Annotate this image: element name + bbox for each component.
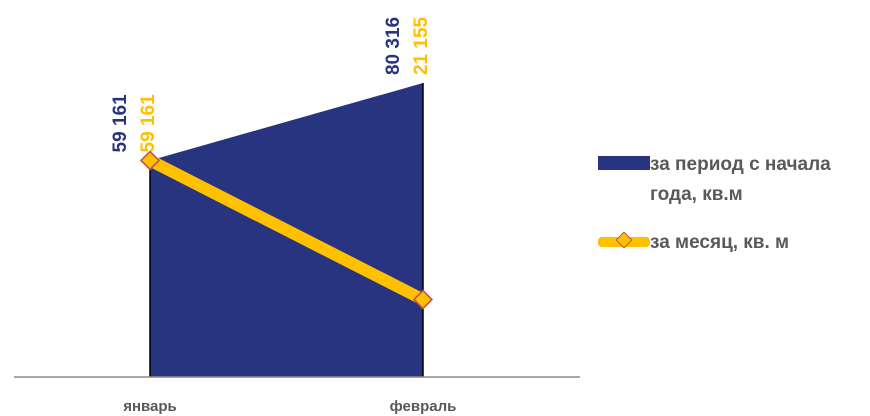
line-marker-февраль	[412, 289, 434, 310]
data-label-cumulative-февраль: 80 316	[383, 17, 404, 75]
legend-swatch-area	[598, 156, 650, 170]
line-marker-январь	[139, 150, 161, 171]
legend-item-monthly: за месяц, кв. м	[598, 228, 860, 258]
line-series-monthly	[144, 154, 429, 306]
legend-label-monthly: за месяц, кв. м	[650, 232, 790, 253]
legend-label-cumulative: за период с начала года, кв.м	[650, 154, 831, 205]
data-label-monthly-январь: 59 161	[138, 94, 159, 153]
legend-item-cumulative: за период с начала года, кв.м	[598, 150, 860, 210]
data-label-cumulative-январь: 59 161	[110, 94, 131, 153]
x-tick-label-февраль: февраль	[390, 398, 457, 415]
x-tick-label-январь: январь	[123, 398, 177, 415]
legend: за период с начала года, кв.м за месяц, …	[598, 150, 860, 276]
data-label-monthly-февраль: 21 155	[411, 16, 432, 75]
